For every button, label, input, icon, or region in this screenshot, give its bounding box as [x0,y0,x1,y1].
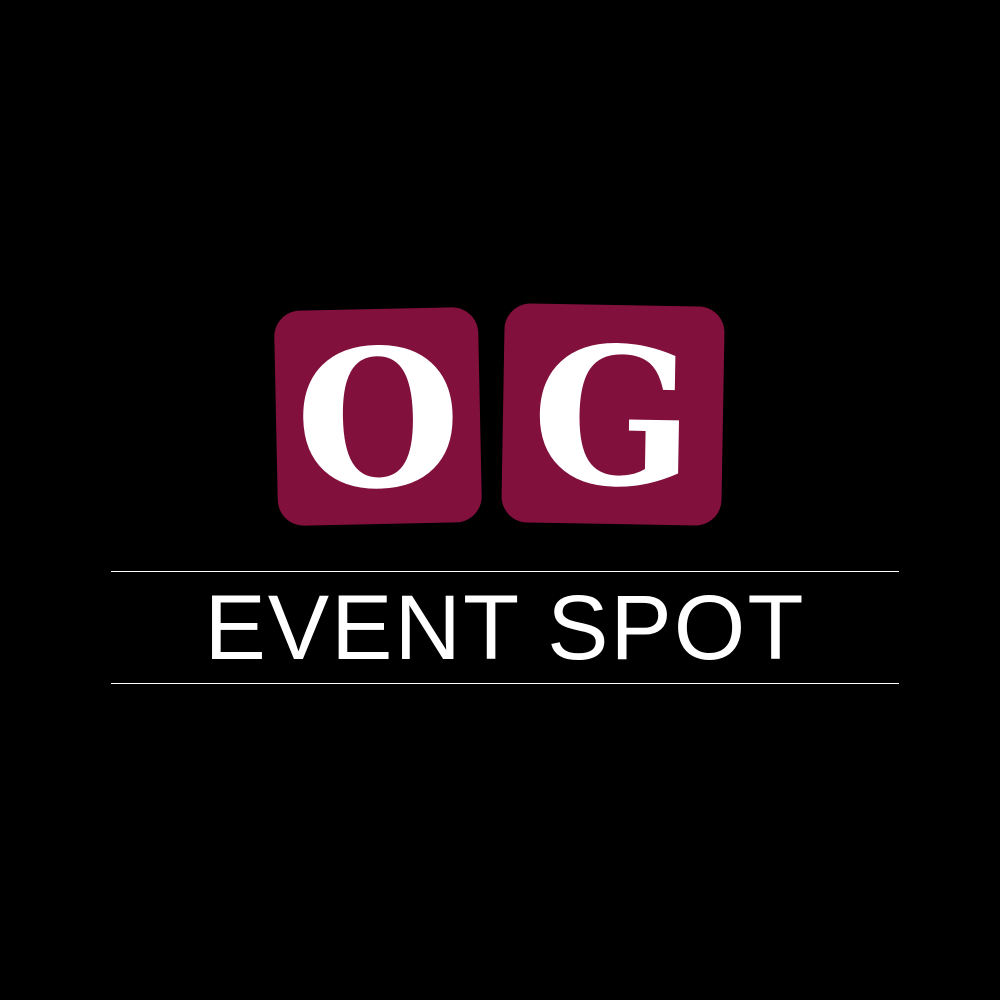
logo-tile-o: O [273,305,483,533]
logo-letter-o: O [292,305,464,533]
tagline-text: EVENT SPOT [204,577,806,679]
top-rule-line [111,571,899,572]
logo-letter-g: G [529,304,697,530]
bottom-rule-line [111,683,899,684]
logo-tile-g: G [501,303,725,530]
